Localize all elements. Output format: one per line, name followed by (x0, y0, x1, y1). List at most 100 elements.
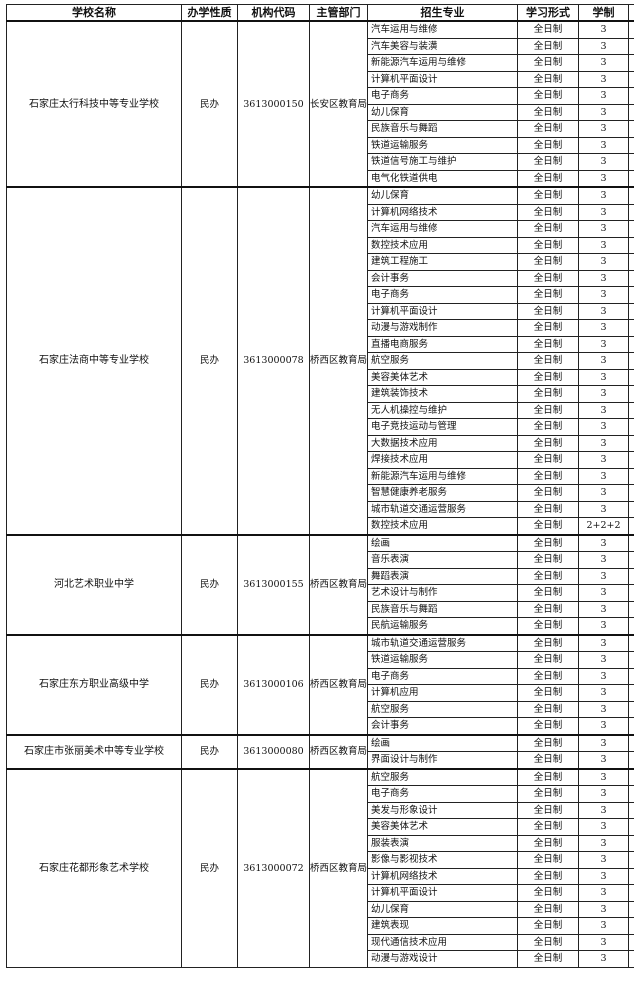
duration: 3 (578, 20, 629, 39)
edge-cell (628, 851, 634, 869)
major: 铁道运输服务 (367, 651, 518, 669)
study-mode: 全日制 (517, 600, 579, 618)
edge-cell (628, 467, 634, 485)
table-row: 数控技术应用 全日制 3 (7, 236, 634, 254)
major: 新能源汽车运用与维修 (367, 467, 518, 485)
major: 幼儿保育 (367, 186, 518, 205)
duration: 3 (578, 451, 629, 469)
major: 界面设计与制作 (367, 751, 518, 769)
major: 幼儿保育 (367, 103, 518, 121)
institution-code: 3613000150 (237, 20, 310, 188)
major: 计算机平面设计 (367, 70, 518, 88)
edge-cell (628, 37, 634, 55)
edge-cell (628, 867, 634, 885)
study-mode: 全日制 (517, 700, 579, 718)
table-row: 石家庄太行科技中等专业学校 民办 3613000150 长安区教育局 汽车运用与维修 全日… (6, 20, 634, 188)
duration: 3 (578, 385, 629, 403)
duration: 3 (578, 352, 629, 370)
table-row: 新能源汽车运用与维修 全日制 3 (7, 54, 634, 72)
duration: 3 (578, 120, 629, 138)
school-name: 石家庄太行科技中等专业学校 (6, 20, 182, 188)
study-mode: 全日制 (517, 900, 579, 918)
school-type: 民办 (181, 533, 238, 635)
edge-cell (628, 584, 634, 602)
study-mode: 全日制 (517, 851, 579, 869)
major: 汽车美容与装潢 (367, 37, 518, 55)
study-mode: 全日制 (517, 801, 579, 819)
edge-cell (628, 884, 634, 902)
duration: 3 (578, 751, 629, 769)
edge-cell (628, 87, 634, 105)
table-row: 电子商务 全日制 3 (7, 286, 634, 304)
table-row: 幼儿保育 全日制 3 (7, 103, 634, 121)
major: 电子商务 (367, 667, 518, 685)
school-type: 民办 (181, 767, 238, 968)
study-mode: 全日制 (517, 236, 579, 254)
study-mode: 全日制 (517, 418, 579, 436)
school-type: 民办 (181, 733, 238, 769)
edge-cell (628, 717, 634, 735)
duration: 3 (578, 684, 629, 702)
duration: 3 (578, 600, 629, 618)
table-row: 电子商务 全日制 3 (7, 87, 634, 105)
study-mode: 全日制 (517, 884, 579, 902)
study-mode: 全日制 (517, 785, 579, 803)
edge-cell (628, 651, 634, 669)
major: 焊接技术应用 (367, 451, 518, 469)
edge-cell (628, 434, 634, 452)
edge-cell (628, 834, 634, 852)
duration: 2+2+2 (578, 517, 629, 535)
duration: 3 (578, 302, 629, 320)
major: 绘画 (367, 533, 518, 552)
institution-code: 3613000078 (237, 186, 310, 535)
edge-cell (628, 684, 634, 702)
table-row: 美容美体艺术 全日制 3 (7, 818, 634, 836)
study-mode: 全日制 (517, 434, 579, 452)
major: 航空服务 (367, 767, 518, 786)
edge-cell (628, 567, 634, 585)
study-mode: 全日制 (517, 684, 579, 702)
study-mode: 全日制 (517, 186, 579, 205)
edge-cell (628, 20, 634, 39)
duration: 3 (578, 253, 629, 271)
edge-cell (628, 733, 634, 752)
study-mode: 全日制 (517, 20, 579, 39)
duration: 3 (578, 867, 629, 885)
duration: 3 (578, 950, 629, 968)
duration: 3 (578, 933, 629, 951)
major: 汽车运用与维修 (367, 220, 518, 238)
edge-cell (628, 484, 634, 502)
study-mode: 全日制 (517, 551, 579, 569)
major: 城市轨道交通运营服务 (367, 633, 518, 652)
study-mode: 全日制 (517, 136, 579, 154)
duration: 3 (578, 667, 629, 685)
duration: 3 (578, 484, 629, 502)
table-row: 计算机网络技术 全日制 3 (7, 867, 634, 885)
edge-cell (628, 153, 634, 171)
duration: 3 (578, 500, 629, 518)
major: 计算机应用 (367, 684, 518, 702)
major: 会计事务 (367, 269, 518, 287)
duration: 3 (578, 54, 629, 72)
study-mode: 全日制 (517, 203, 579, 221)
study-mode: 全日制 (517, 153, 579, 171)
major: 新能源汽车运用与维修 (367, 54, 518, 72)
major: 计算机平面设计 (367, 302, 518, 320)
header-study-mode: 学习形式 (517, 4, 579, 22)
study-mode: 全日制 (517, 220, 579, 238)
edge-cell (628, 551, 634, 569)
major: 动漫与游戏制作 (367, 319, 518, 337)
duration: 3 (578, 900, 629, 918)
duration: 3 (578, 551, 629, 569)
header-institution-code: 机构代码 (237, 4, 310, 22)
study-mode: 全日制 (517, 169, 579, 188)
duration: 3 (578, 567, 629, 585)
study-mode: 全日制 (517, 500, 579, 518)
table-row: 石家庄东方职业高级中学 民办 3613000106 桥西区教育局 城市轨道交通运营服务全… (6, 633, 634, 735)
header-major: 招生专业 (367, 4, 518, 22)
table-row: 石家庄市张丽美术中等专业学校 民办 3613000080 桥西区教育局 绘画 全日制 3 (6, 733, 634, 769)
edge-cell (628, 900, 634, 918)
institution-code: 3613000155 (237, 533, 310, 635)
table-row: 石家庄花都形象艺术学校 民办 3613000072 桥西区教育局 航空服务 全日制 3 (6, 767, 634, 968)
department: 桥西区教育局 (309, 767, 368, 968)
